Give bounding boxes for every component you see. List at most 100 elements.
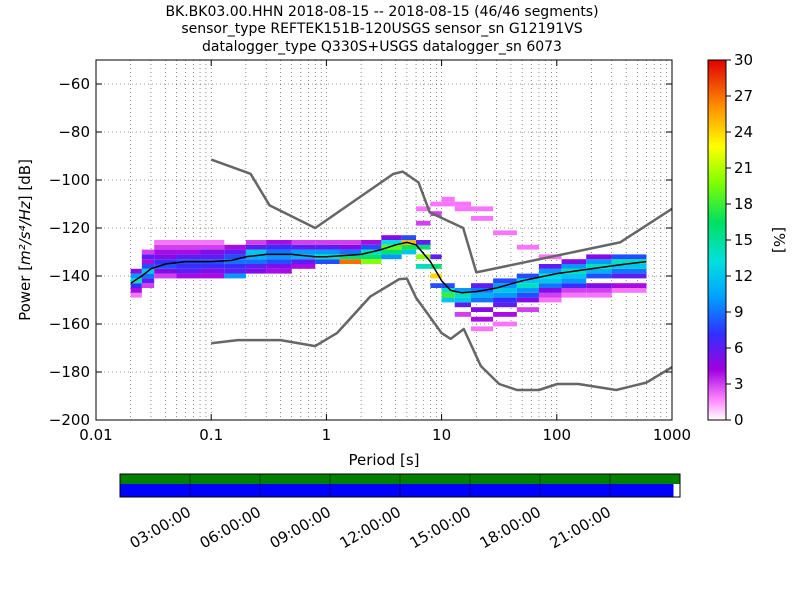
density-cell: [441, 283, 455, 288]
density-cell: [200, 273, 225, 279]
density-cell: [454, 288, 472, 293]
density-cell: [493, 278, 517, 284]
density-cell: [154, 273, 177, 279]
density-cell: [339, 259, 362, 264]
noise-model-high: [210, 158, 672, 274]
curves: [130, 158, 672, 392]
density-cell: [200, 264, 225, 269]
density-cell: [245, 259, 267, 264]
density-cell: [315, 240, 340, 245]
density-cell: [176, 254, 201, 260]
density-cell: [245, 264, 267, 269]
density-cell: [611, 283, 647, 288]
density-cell: [224, 259, 246, 264]
density-cell: [611, 268, 647, 274]
plot-frame: [95, 59, 673, 421]
density-cell: [154, 268, 177, 274]
y-tick-label: −100: [49, 171, 90, 189]
density-cell: [493, 321, 517, 327]
density-cell: [586, 273, 612, 279]
density-cell: [471, 216, 494, 221]
density-cell: [200, 240, 225, 245]
density-cell: [471, 326, 494, 332]
density-cell: [339, 254, 362, 260]
x-tick-label: 0.01: [79, 426, 112, 444]
density-cell: [381, 240, 402, 245]
density-cell: [200, 254, 225, 260]
density-cell: [454, 206, 472, 212]
colorbar-tick-label: 0: [734, 411, 744, 429]
timeline-tick-label: 03:00:00: [127, 503, 194, 552]
density-cell: [154, 259, 177, 264]
density-cell: [266, 240, 292, 245]
density-cell: [493, 230, 517, 236]
colorbar: [707, 59, 727, 421]
density-cell: [130, 273, 142, 279]
density-cell: [291, 244, 316, 250]
density-cell: [176, 273, 201, 279]
density-cell: [315, 249, 340, 255]
density-cell: [561, 259, 587, 264]
y-tick-label: −80: [58, 123, 90, 141]
density-cell: [538, 288, 562, 293]
colorbar-tick-label: 18: [734, 195, 753, 213]
density-cell: [224, 268, 246, 274]
density-cell: [561, 283, 587, 288]
noise-model-low: [211, 277, 672, 392]
density-cell: [454, 201, 472, 207]
density-cell: [430, 211, 442, 216]
density-cell: [315, 244, 340, 250]
density-cell: [141, 249, 155, 255]
density-cell: [154, 249, 177, 255]
density-cell: [245, 249, 267, 255]
density-cell: [266, 264, 292, 269]
density-cell: [441, 201, 455, 207]
x-tick-label: 100: [542, 426, 571, 444]
density-cell: [561, 288, 587, 293]
density-cell: [200, 244, 225, 250]
density-cell: [586, 254, 612, 260]
colorbar-tick-label: 30: [734, 51, 753, 69]
density-cell: [611, 264, 647, 269]
density-cell: [538, 292, 562, 298]
density-cell: [224, 254, 246, 260]
title-line-3: datalogger_type Q330S+USGS datalogger_sn…: [202, 39, 562, 55]
density-cell: [471, 297, 494, 303]
density-cell: [381, 254, 402, 260]
density-cell: [561, 278, 587, 284]
density-cell: [516, 292, 539, 298]
density-cell: [266, 254, 292, 260]
density-cell: [141, 278, 155, 284]
density-cell: [586, 288, 612, 293]
title-line-1: BK.BK03.00.HHN 2018-08-15 -- 2018-08-15 …: [165, 4, 598, 20]
density-cell: [291, 259, 316, 264]
colorbar-tick-label: 9: [734, 303, 744, 321]
density-cell: [471, 307, 494, 312]
density-cell: [441, 288, 455, 293]
density-cell: [538, 297, 562, 303]
density-cell: [454, 292, 472, 298]
density-cell: [454, 312, 472, 317]
x-ticks: 0.01 0.1 1 10 100 1000: [79, 60, 691, 444]
density-cell: [141, 259, 155, 264]
density-cell: [441, 292, 455, 298]
density-cell: [224, 264, 246, 269]
density-cell: [611, 273, 647, 279]
density-cell: [430, 264, 442, 269]
y-axis-label-suffix: ] [dB]: [16, 159, 34, 201]
y-tick-label: −200: [49, 411, 90, 429]
density-cell: [266, 259, 292, 264]
colorbar-tick-label: 6: [734, 339, 744, 357]
timeline-coverage-bar: [120, 484, 674, 497]
density-cell: [381, 244, 402, 250]
density-cell: [176, 264, 201, 269]
density-cell: [430, 273, 442, 279]
x-tick-label: 10: [432, 426, 451, 444]
density-cell: [493, 288, 517, 293]
density-cell: [611, 259, 647, 264]
density-cell: [493, 302, 517, 308]
density-cell: [245, 244, 267, 250]
density-cell: [471, 316, 494, 322]
colorbar-tick-label: 15: [734, 231, 753, 249]
